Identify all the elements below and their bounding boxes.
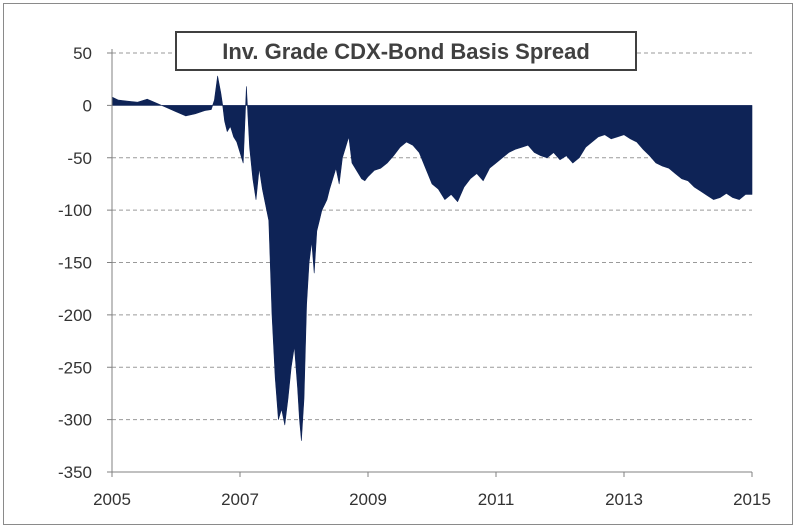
- y-tick-label: -350: [58, 463, 92, 482]
- y-tick-label: -50: [67, 149, 92, 168]
- y-tick-label: 50: [73, 44, 92, 63]
- y-tick-label: -250: [58, 358, 92, 377]
- x-tick-labels: 2005 2007 2009 2011 2013 2015: [93, 490, 771, 509]
- y-tick-label: -300: [58, 411, 92, 430]
- y-tick-label: -100: [58, 201, 92, 220]
- gridlines: [112, 52, 752, 421]
- chart-canvas: 500-50-100-150-200-250-300-350 2005 2007 2…: [58, 31, 771, 509]
- chart-frame: 50 0 -50 -100 -150 -200 -250 -300 -350 2005 2007 2…: [3, 3, 793, 525]
- x-tick-label: 2005: [93, 490, 131, 509]
- x-tick-label: 2011: [478, 490, 515, 509]
- y-tick-labels: 50 0 -50 -100 -150 -200 -250 -300 -350: [58, 44, 92, 482]
- area-series-0: [111, 75, 753, 441]
- chart-title-border: [175, 31, 637, 71]
- x-tick-label: 2013: [605, 490, 643, 509]
- y-tick-label: 0: [83, 96, 92, 115]
- chart-title: Inv. Grade CDX-Bond Basis Spread: [222, 39, 590, 64]
- x-tick-label: 2009: [349, 490, 387, 509]
- y-tick-label: -150: [58, 254, 92, 273]
- x-tick-label: 2015: [733, 490, 771, 509]
- chart-title-box: Inv. Grade CDX-Bond Basis Spread: [175, 31, 637, 71]
- axes: [107, 49, 753, 477]
- area-layer: [111, 75, 753, 441]
- x-tick-label: 2007: [221, 490, 259, 509]
- y-tick-label: -200: [58, 306, 92, 325]
